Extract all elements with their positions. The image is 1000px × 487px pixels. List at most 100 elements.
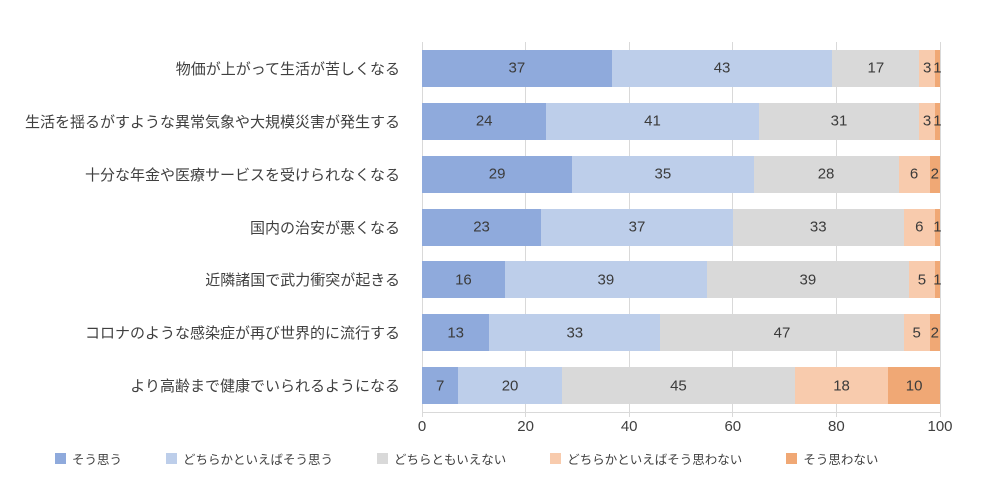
bar-segment: 39 (504, 261, 707, 299)
legend-label: どちらともいえない (394, 453, 507, 467)
value-label: 33 (809, 218, 827, 236)
category-label: より高齢まで健康でいられるようになる (130, 378, 400, 396)
bar-segment: 43 (611, 49, 833, 87)
value-label: 5 (912, 324, 921, 342)
value-label: 39 (799, 271, 817, 289)
bar-segment: 35 (572, 155, 754, 193)
bar-row: 29 35 28 6 2 (422, 148, 940, 201)
bar-segment: 10 (888, 367, 940, 405)
bar-segment: 6 (898, 155, 930, 193)
category-axis: 物価が上がって生活が苦しくなる 生活を揺るがすような異常気象や大規模災害が発生する… (0, 42, 410, 412)
category-label: コロナのような感染症が再び世界的に流行する (84, 325, 400, 343)
bar-segment: 1 (933, 102, 942, 140)
value-label: 37 (628, 218, 646, 236)
legend-item: そう思う (55, 449, 122, 468)
bar: 13 33 47 5 2 (422, 314, 940, 352)
bar-segment: 31 (758, 102, 920, 140)
bar-row: 23 37 33 6 1 (422, 201, 942, 254)
bar-segment: 39 (706, 261, 909, 299)
value-label: 17 (867, 59, 885, 77)
category-label: 国内の治安が悪くなる (249, 219, 400, 237)
bar-segment: 5 (908, 261, 935, 299)
legend-label: どちらかといえばそう思わない (567, 453, 743, 467)
x-tick-label: 100 (927, 418, 953, 435)
value-label: 5 (917, 271, 927, 289)
value-label: 35 (654, 165, 672, 183)
bar-row: 7 20 45 18 10 (422, 359, 940, 412)
value-label: 28 (817, 165, 835, 183)
value-label: 7 (435, 377, 445, 395)
x-tick-label: 40 (620, 418, 638, 435)
bar-segment: 17 (832, 49, 920, 87)
value-label: 1 (933, 59, 942, 77)
bar-segment: 2 (929, 314, 940, 352)
value-label: 3 (922, 112, 932, 130)
value-label: 13 (447, 324, 465, 342)
bar-segment: 37 (541, 208, 733, 246)
value-label: 31 (830, 112, 848, 130)
legend-item: そう思わない (786, 449, 878, 468)
bar-segment: 28 (753, 155, 899, 193)
bar-row: 13 33 47 5 2 (422, 306, 940, 359)
x-tick-label: 60 (724, 418, 742, 435)
value-label: 23 (473, 218, 490, 236)
legend-item: どちらかといえばそう思う (166, 449, 333, 468)
value-label: 3 (923, 59, 932, 77)
bar-segment: 33 (489, 314, 661, 352)
bar-segment: 1 (933, 49, 942, 87)
plot-area: 37 43 17 3 1 24 41 31 3 1 29 35 28 6 2 23 37 33 6 1 16 39 39 5 1… (421, 42, 942, 417)
bar-segment: 13 (422, 314, 490, 352)
bar-row: 37 43 17 3 1 (422, 42, 942, 95)
bar-segment: 3 (919, 102, 935, 140)
bar: 23 37 33 6 1 (422, 208, 942, 246)
category-label: 物価が上がって生活が苦しくなる (175, 60, 400, 78)
legend-item: どちらともいえない (377, 449, 506, 468)
legend-label: そう思わない (803, 453, 879, 467)
legend-swatch-icon (550, 453, 562, 464)
value-label: 47 (773, 324, 791, 342)
value-label: 6 (915, 218, 924, 236)
bar-segment: 7 (422, 367, 459, 405)
bar: 7 20 45 18 10 (422, 367, 940, 405)
value-label: 1 (933, 271, 942, 289)
value-label: 1 (933, 218, 942, 236)
value-label: 2 (930, 165, 939, 183)
legend-swatch-icon (786, 453, 798, 464)
value-label: 2 (930, 324, 939, 342)
value-label: 6 (909, 165, 919, 183)
bar-rows: 37 43 17 3 1 24 41 31 3 1 29 35 28 6 2 23 37 33 6 1 16 39 39 5 1… (422, 42, 942, 412)
bar-segment: 16 (422, 261, 505, 299)
value-label: 16 (455, 271, 472, 289)
bar-segment: 41 (546, 102, 759, 140)
bar-segment: 23 (422, 208, 542, 246)
bar-segment: 18 (794, 367, 889, 405)
x-tick-label: 80 (828, 418, 845, 435)
legend-swatch-icon (166, 453, 178, 464)
value-label: 39 (597, 271, 615, 289)
bar-segment: 1 (933, 208, 942, 246)
bar-row: 24 41 31 3 1 (422, 95, 942, 148)
legend-swatch-icon (377, 453, 389, 464)
legend: そう思う どちらかといえばそう思う どちらともいえない どちらかといえばそう思わない そ… (55, 449, 955, 468)
bar-row: 16 39 39 5 1 (422, 253, 942, 306)
value-label: 43 (713, 59, 731, 77)
legend-label: そう思う (72, 453, 123, 467)
bar-segment: 3 (919, 49, 935, 87)
legend-swatch-icon (55, 453, 66, 464)
bar: 24 41 31 3 1 (422, 102, 942, 140)
bar-segment: 47 (660, 314, 904, 352)
bar-segment: 45 (561, 367, 795, 405)
legend-item: どちらかといえばそう思わない (550, 449, 742, 468)
bar-segment: 33 (732, 208, 904, 246)
x-tick-label: 0 (417, 418, 427, 435)
value-label: 20 (501, 377, 519, 395)
value-label: 41 (644, 112, 661, 130)
bar-segment: 2 (929, 155, 940, 193)
value-label: 45 (670, 377, 687, 395)
value-label: 10 (905, 377, 923, 395)
x-axis: 0 20 40 60 80 100 (418, 418, 953, 439)
bar-segment: 37 (422, 49, 612, 87)
bar-segment: 5 (903, 314, 930, 352)
value-label: 24 (475, 112, 493, 130)
bar-segment: 24 (422, 102, 547, 140)
